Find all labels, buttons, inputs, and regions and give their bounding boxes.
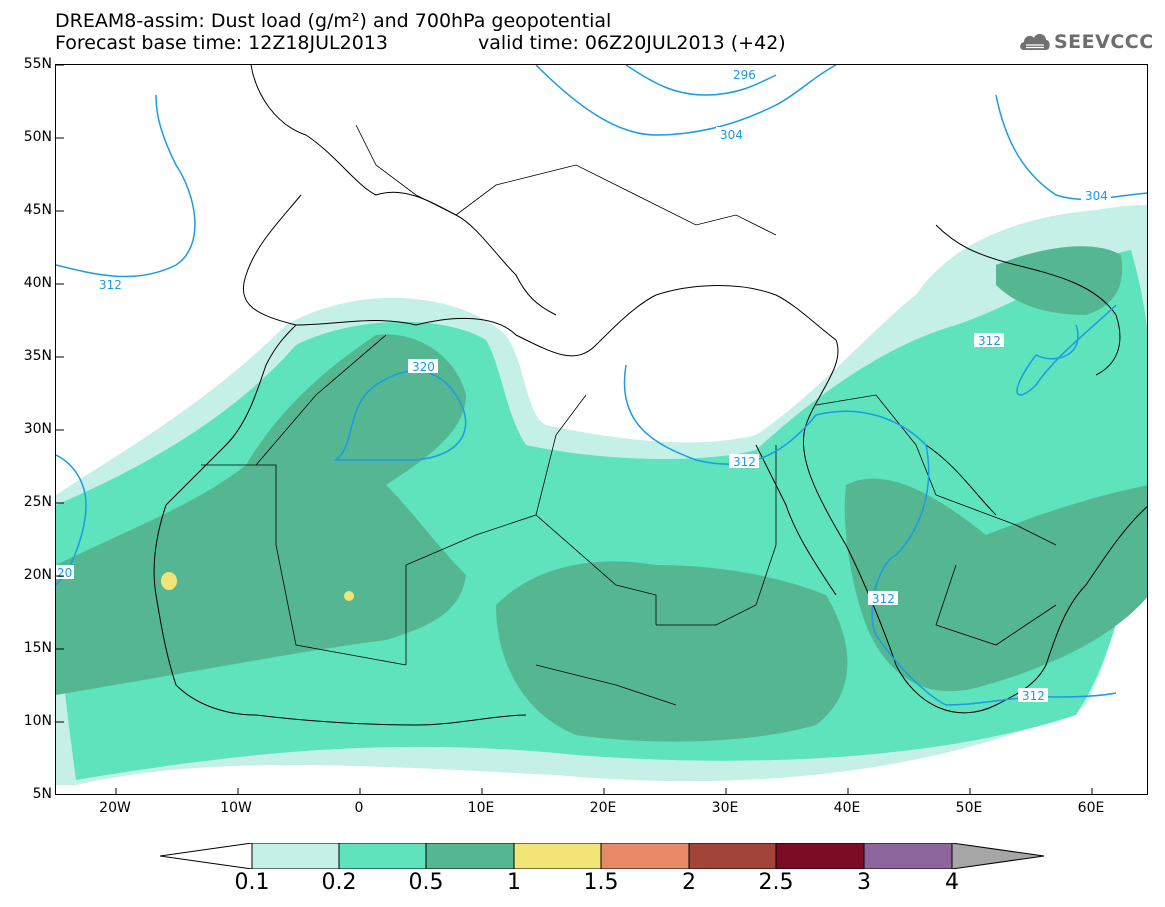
colorbar-swatch-1.5 (600, 843, 690, 869)
colorbar-swatch-3 (863, 843, 953, 869)
contour-320-west (56, 454, 87, 586)
lon-label-20w: 20W (99, 800, 131, 816)
lon-label-20e: 20E (589, 800, 617, 816)
contour-312-west (56, 94, 196, 278)
contour-label-312-a: 312 (99, 278, 122, 292)
map-area: 312 320 312 312 312 312 304 296 304 20 (55, 64, 1148, 795)
axis-ticks (56, 65, 1093, 794)
contour-label-312-e: 312 (978, 334, 1001, 348)
map-svg: 312 320 312 312 312 312 304 296 304 20 (56, 65, 1147, 794)
forecast-base-time: Forecast base time: 12Z18JUL2013 (55, 32, 388, 54)
lat-label-15n: 15N (23, 640, 52, 656)
lat-label-45n: 45N (23, 202, 52, 218)
dust-spot-1.0-b (344, 591, 354, 601)
colorbar-label-2.5: 2.5 (758, 870, 794, 895)
colorbar-swatch-2 (688, 843, 777, 869)
lat-label-50n: 50N (23, 129, 52, 145)
contour-304-east (995, 94, 1147, 201)
colorbar-swatch-2.5 (775, 843, 865, 869)
colorbar-label-0.2: 0.2 (321, 870, 357, 895)
lat-label-5n: 5N (32, 786, 52, 802)
contour-296 (625, 65, 777, 96)
colorbar-swatch-0.2 (338, 843, 427, 869)
logo-text: SEEVCCC (1054, 31, 1154, 53)
contour-312-main (623, 364, 1117, 706)
lat-label-35n: 35N (23, 348, 52, 364)
colorbar-high-arrow (951, 843, 1045, 869)
lat-label-40n: 40N (23, 275, 52, 291)
lon-label-60e: 60E (1077, 800, 1105, 816)
dust-region-0.5-central (496, 561, 848, 742)
colorbar-label-3: 3 (857, 870, 871, 895)
colorbar-label-1.5: 1.5 (583, 870, 619, 895)
lon-label-10w: 10W (220, 800, 252, 816)
map-title: DREAM8-assim: Dust load (g/m²) and 700hP… (55, 10, 612, 32)
dust-region-0.5-arabia (844, 478, 1147, 692)
contour-label-304-east: 304 (1085, 189, 1108, 203)
dust-spot-1.0-a (161, 572, 177, 590)
cloud-icon (1020, 34, 1050, 50)
colorbar (160, 843, 1045, 869)
contour-label-312-b: 312 (733, 455, 756, 469)
lon-label-10e: 10E (467, 800, 495, 816)
colorbar-swatch-0.1 (251, 843, 340, 869)
contour-label-320: 320 (412, 360, 435, 374)
colorbar-label-1: 1 (507, 870, 521, 895)
lat-label-20n: 20N (23, 567, 52, 583)
lon-label-40e: 40E (833, 800, 861, 816)
lon-label-30e: 30E (711, 800, 739, 816)
colorbar-swatch-0.5 (425, 843, 515, 869)
contour-label-296: 296 (733, 68, 756, 82)
lon-label-0: 0 (354, 800, 364, 816)
coastlines (153, 65, 1147, 726)
colorbar-label-0.5: 0.5 (408, 870, 444, 895)
contour-label-312-d: 312 (1022, 689, 1045, 703)
colorbar-label-0.1: 0.1 (234, 870, 270, 895)
seevccc-logo: SEEVCCC (1018, 28, 1158, 56)
dust-region-0.5-west (56, 334, 466, 695)
contour-label-20: 20 (57, 566, 72, 580)
colorbar-label-2: 2 (682, 870, 696, 895)
lon-label-50e: 50E (955, 800, 983, 816)
colorbar-low-arrow (160, 843, 253, 869)
contour-312-east (1016, 304, 1117, 396)
contour-label-304: 304 (720, 128, 743, 142)
dust-region-0.5-caspian (996, 246, 1123, 315)
valid-time: valid time: 06Z20JUL2013 (+42) (478, 32, 786, 54)
colorbar-label-4: 4 (945, 870, 959, 895)
lat-label-55n: 55N (23, 56, 52, 72)
colorbar-swatch-1 (513, 843, 602, 869)
lat-label-25n: 25N (23, 494, 52, 510)
country-borders (201, 124, 1057, 706)
lat-label-10n: 10N (23, 713, 52, 729)
lat-label-30n: 30N (23, 421, 52, 437)
contour-labels: 312 320 312 312 312 312 304 296 304 20 (56, 68, 1111, 703)
contour-304 (535, 65, 837, 136)
contour-label-312-c: 312 (872, 592, 895, 606)
